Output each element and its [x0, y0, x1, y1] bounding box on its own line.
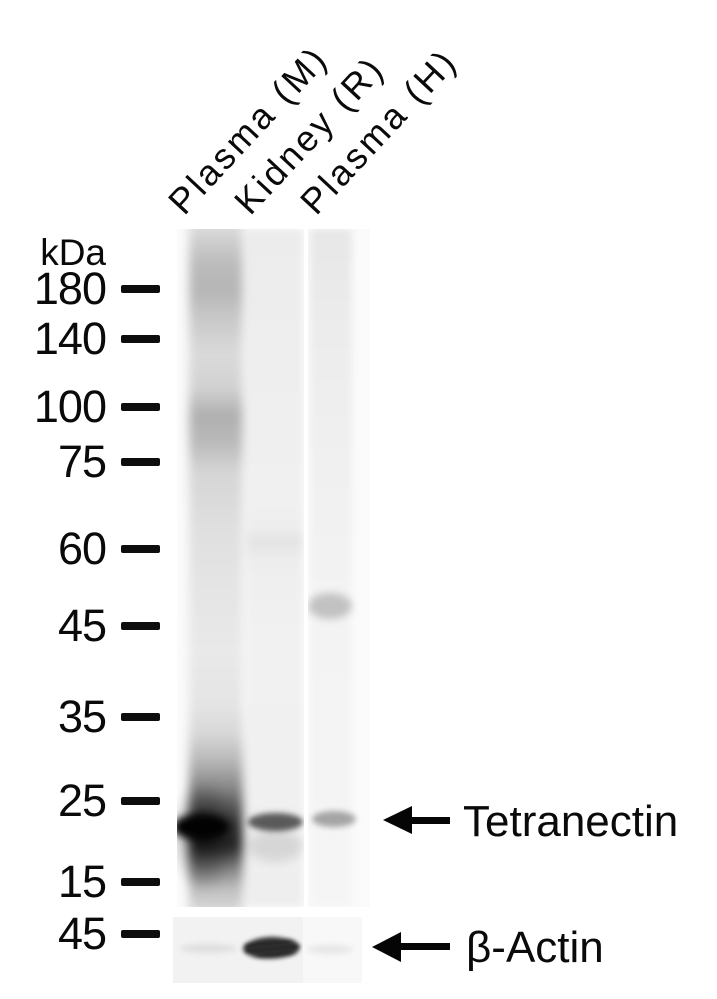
- band-tetranectin-lane1: [177, 814, 229, 840]
- marker-tick: [121, 878, 160, 886]
- marker-row-75: 75: [18, 438, 178, 486]
- marker-row-180: 180: [18, 265, 178, 313]
- kda-unit-label: kDa: [40, 232, 106, 273]
- marker-label: 45: [57, 600, 107, 651]
- marker-label: 140: [33, 313, 107, 364]
- actin-blot-strip-lanes-1-2: [173, 917, 303, 983]
- band-actin-lane2: [242, 936, 301, 960]
- marker-label: 45: [57, 908, 107, 959]
- marker-tick: [121, 545, 160, 553]
- marker-label: 75: [57, 436, 107, 487]
- band-tetranectin-lane3: [312, 811, 356, 827]
- marker-row-45-loading: 45: [18, 910, 178, 958]
- band-48kda-lane3: [308, 593, 352, 619]
- tetranectin-arrow-shaft: [408, 817, 450, 824]
- marker-label: 15: [57, 856, 107, 907]
- marker-tick: [121, 622, 160, 630]
- marker-row-140: 140: [18, 315, 178, 363]
- band-tetranectin-lane2: [248, 813, 303, 831]
- marker-tick: [121, 930, 160, 938]
- marker-tick: [121, 458, 160, 466]
- tetranectin-arrow-icon: [383, 806, 412, 834]
- actin-blot-strip-lane-3: [303, 917, 362, 983]
- marker-row-60: 60: [18, 525, 178, 573]
- marker-tick: [121, 335, 160, 343]
- marker-row-35: 35: [18, 693, 178, 741]
- main-blot-strip-lane-3: [308, 229, 370, 907]
- marker-label: 35: [57, 691, 107, 742]
- band-actin-lane1: [180, 944, 237, 953]
- marker-row-45: 45: [18, 602, 178, 650]
- marker-label: 25: [57, 775, 107, 826]
- band-tetranectin-lane2-smudge: [248, 830, 303, 862]
- marker-tick: [121, 403, 160, 411]
- beta-actin-annotation: β-Actin: [466, 923, 604, 972]
- marker-tick: [121, 285, 160, 293]
- marker-label: 180: [33, 263, 107, 314]
- tetranectin-annotation: Tetranectin: [463, 797, 679, 846]
- marker-tick: [121, 797, 160, 805]
- marker-tick: [121, 713, 160, 721]
- marker-label: 100: [33, 381, 107, 432]
- main-blot-strip-lanes-1-2: [177, 229, 304, 907]
- beta-actin-arrow-icon: [372, 932, 401, 962]
- marker-row-25: 25: [18, 777, 178, 825]
- band-actin-lane3: [307, 945, 353, 954]
- marker-row-100: 100: [18, 383, 178, 431]
- beta-actin-arrow-shaft: [398, 943, 450, 950]
- marker-row-15: 15: [18, 858, 178, 906]
- lane3-plasma-h-column: [310, 229, 352, 907]
- lane2-kidney-r-column: [247, 229, 303, 907]
- marker-label: 60: [57, 523, 107, 574]
